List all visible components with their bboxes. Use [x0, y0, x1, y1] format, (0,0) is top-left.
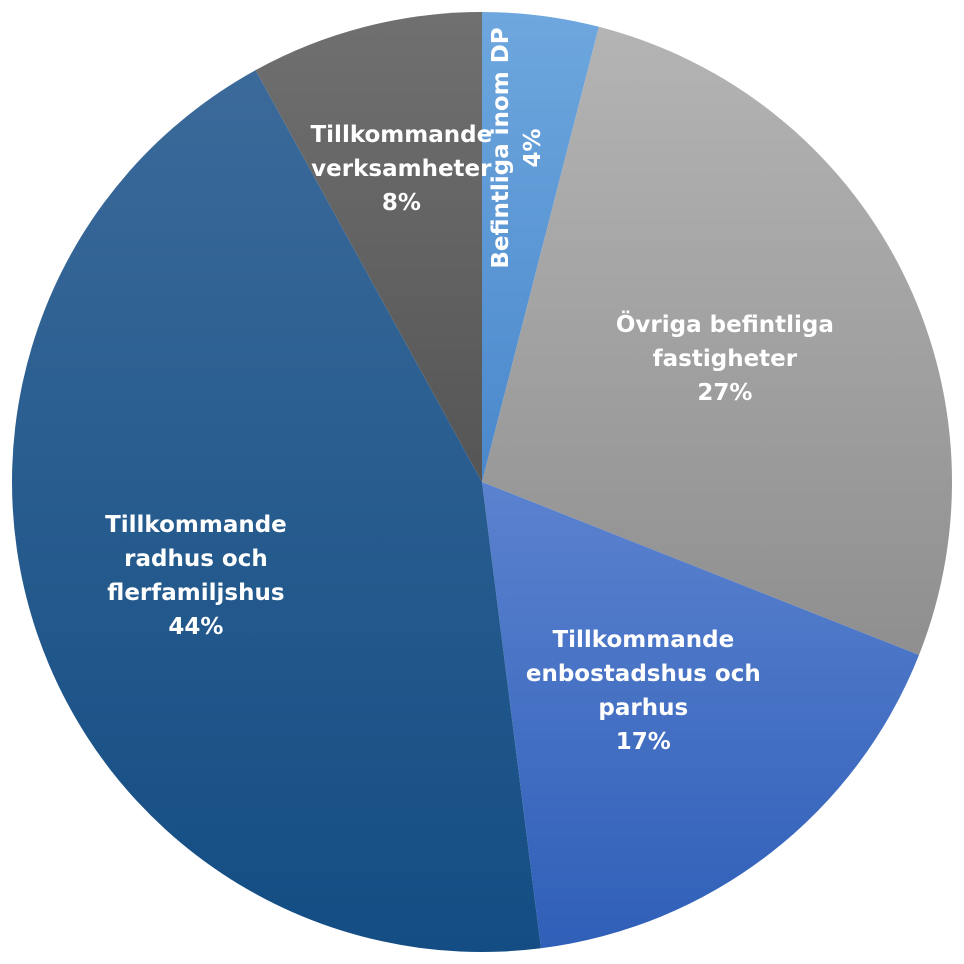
slice-label-line: 17% — [616, 729, 671, 755]
pie-slice — [255, 12, 482, 482]
pie-slice — [482, 482, 919, 949]
slice-label-line: flerfamiljshus — [107, 580, 284, 606]
slice-label-line: 27% — [697, 380, 752, 406]
pie-slice — [482, 26, 952, 656]
slice-label-line: fastigheter — [653, 346, 798, 372]
slice-label-line: Befintliga inom DP — [488, 27, 514, 268]
slice-label-line: Tillkommande — [552, 627, 734, 653]
slice-label-line: 44% — [168, 614, 223, 640]
slice-label-line: radhus och — [124, 546, 268, 572]
slice-label-line: Tillkommande — [105, 512, 287, 538]
slice-label-line: Tillkommande — [310, 122, 492, 148]
slice-label: Tillkommande enbostadshus och parhus 17% — [526, 627, 761, 755]
slice-label: Befintliga inom DP 4% — [488, 27, 546, 268]
slice-label: Tillkommande radhus och flerfamiljshus 44% — [105, 512, 287, 640]
pie-slices — [12, 12, 952, 952]
slice-label: Tillkommande verksamheter 8% — [310, 122, 492, 216]
pie-slice — [482, 12, 599, 482]
slice-label-line: verksamheter — [311, 156, 492, 182]
slice-label-line: Övriga befintliga — [616, 310, 834, 338]
pie-labels: Befintliga inom DP 4% Övriga befintliga fas… — [105, 27, 834, 755]
slice-label-line: 8% — [382, 190, 421, 216]
slice-label-line: enbostadshus och — [526, 661, 761, 687]
slice-label: Övriga befintliga fastigheter 27% — [616, 310, 834, 406]
slice-label-line: 4% — [520, 128, 546, 167]
slice-label-line: parhus — [598, 695, 688, 721]
pie-slice — [12, 70, 541, 952]
